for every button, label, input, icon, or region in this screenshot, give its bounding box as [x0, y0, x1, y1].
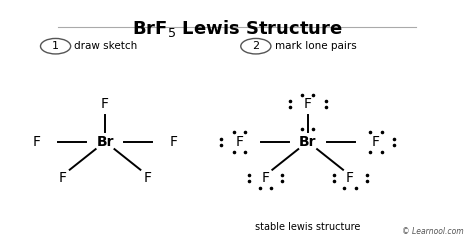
Point [241, 130, 249, 134]
Point [366, 130, 374, 134]
Text: F: F [346, 171, 354, 185]
Point [286, 105, 293, 109]
Point [378, 150, 385, 154]
Point [330, 179, 337, 183]
Point [310, 93, 317, 97]
Point [322, 99, 329, 103]
Text: BrF$_5$ Lewis Structure: BrF$_5$ Lewis Structure [132, 18, 342, 39]
Point [298, 93, 306, 97]
Point [310, 127, 317, 131]
Point [218, 137, 225, 141]
Point [256, 186, 264, 190]
Point [245, 173, 253, 177]
Point [218, 143, 225, 147]
Point [363, 179, 370, 183]
Point [341, 186, 348, 190]
Text: F: F [169, 135, 177, 149]
Text: stable lewis structure: stable lewis structure [255, 222, 360, 232]
Point [390, 143, 398, 147]
Text: 1: 1 [52, 41, 59, 51]
Text: F: F [33, 135, 41, 149]
Point [278, 179, 285, 183]
Text: mark lone pairs: mark lone pairs [275, 41, 356, 51]
Text: F: F [261, 171, 269, 185]
Point [330, 173, 337, 177]
Point [366, 150, 374, 154]
Text: F: F [144, 171, 152, 185]
Point [363, 173, 370, 177]
Text: F: F [101, 97, 109, 111]
Text: F: F [59, 171, 67, 185]
Text: 2: 2 [252, 41, 259, 51]
Point [298, 127, 306, 131]
Point [241, 150, 249, 154]
Text: © Learnool.com: © Learnool.com [401, 227, 463, 236]
Point [278, 173, 285, 177]
Point [230, 130, 237, 134]
Text: draw sketch: draw sketch [74, 41, 137, 51]
Point [352, 186, 360, 190]
Point [322, 105, 329, 109]
Text: F: F [372, 135, 380, 149]
Point [230, 150, 237, 154]
Point [390, 137, 398, 141]
Text: F: F [236, 135, 243, 149]
Point [378, 130, 385, 134]
Text: Br: Br [96, 135, 114, 149]
Point [286, 99, 293, 103]
Point [267, 186, 275, 190]
Text: F: F [304, 97, 312, 111]
Point [245, 179, 253, 183]
Text: Br: Br [299, 135, 317, 149]
